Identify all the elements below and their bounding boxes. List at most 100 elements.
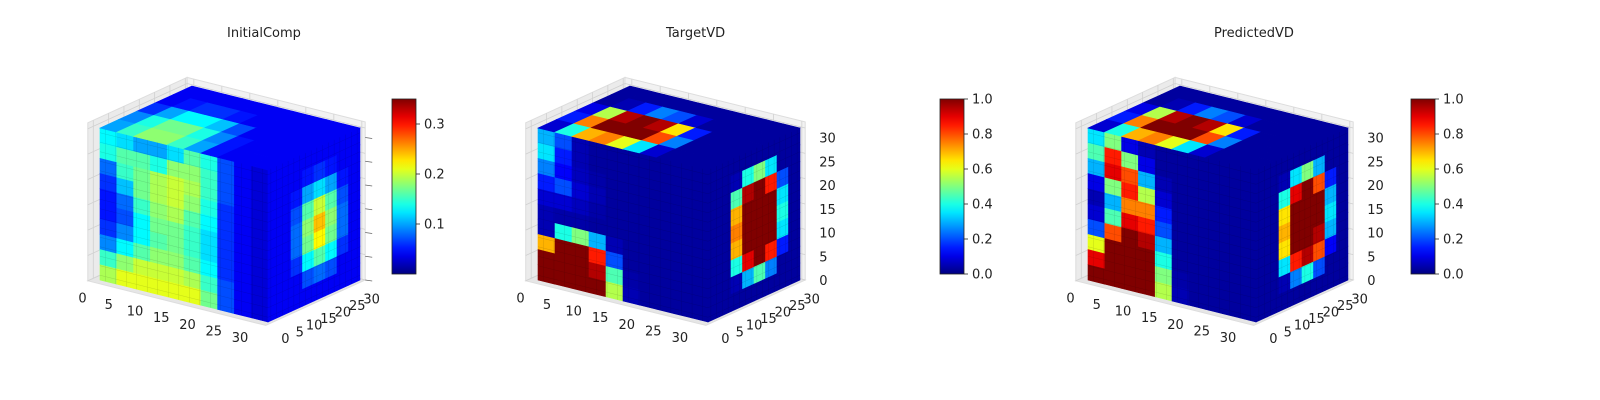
voxel-line [1255,142,1349,185]
voxel-line [707,237,801,280]
chart-panel-initialcomp: InitialComp 0 5 10 15 20 25 30 0 5 10 15 20 25 30 0.1 0… [0,0,540,400]
voxel-line [267,275,361,318]
voxel-line [707,199,801,242]
voxel-line [537,227,709,270]
z-tick-label: 10 [1367,227,1384,242]
colorbar-tick-label: 0.2 [424,168,445,183]
voxel-line [267,189,361,232]
voxel-line [707,265,801,308]
chart-title: TargetVD [666,26,726,41]
x-tick-label: 30 [1220,331,1237,346]
voxel-line [99,189,269,232]
chart-plot-predictedvd: 0 5 10 15 20 25 30 0 5 10152025300510152025300.00… [1066,76,1464,347]
voxel-line [1255,161,1349,204]
y-tick-label: 0 [1269,332,1277,347]
voxel-line [267,132,361,175]
x-tick-label: 15 [592,311,609,326]
voxel-line [707,180,801,223]
voxel-line [267,227,361,270]
voxel-line [1087,142,1257,185]
y-tick-label: 15 [760,312,777,327]
y-tick-label: 25 [789,299,806,314]
z-tick-label: 30 [1367,132,1384,147]
voxel-line [99,161,269,204]
y-tick-label: 10 [306,319,323,334]
voxel-line [99,227,269,270]
colorbar-tick-label: 0.8 [1443,128,1464,143]
y-tick-label: 30 [363,292,380,307]
z-tick [365,137,373,139]
voxel-line [1255,246,1349,289]
voxel-line [267,256,361,299]
y-tick-label: 30 [1351,292,1368,307]
voxel-line [1087,265,1257,308]
top-face-cell [250,157,288,171]
x-tick-label: 25 [645,324,662,339]
x-tick-label: 0 [516,292,524,307]
x-tick-label: 5 [543,298,551,313]
colorbar-tick-label: 0.8 [972,128,993,143]
voxel-line [99,265,269,308]
x-tick-label: 5 [1093,298,1101,313]
colorbar-tick-label: 0.6 [972,163,993,178]
voxel-line [707,151,801,194]
voxel-line [1255,227,1349,270]
z-tick-label: 20 [819,179,836,194]
x-tick-label: 10 [127,305,144,320]
voxel-line [267,218,361,261]
voxel-line [99,275,269,318]
voxel-line [537,199,709,242]
top-face-cell [1238,157,1276,171]
voxel-line [99,256,269,299]
voxel-line [537,256,709,299]
y-tick-label: 20 [775,306,792,321]
right-face-cell [348,262,361,286]
y-tick-label: 30 [803,292,820,307]
y-tick-label: 15 [1308,312,1325,327]
z-tick-label: 5 [1367,250,1375,265]
voxel-line [707,208,801,251]
voxel-line [707,218,801,261]
voxel-line [1087,218,1257,261]
voxel-line [1087,199,1257,242]
voxel-line [99,142,269,185]
y-tick-label: 20 [335,306,352,321]
voxel-line [537,170,709,213]
voxel-line [1087,237,1257,280]
right-face-cell [788,262,801,286]
voxel-line [537,142,709,185]
voxel-line [1255,208,1349,251]
y-tick-label: 10 [1294,319,1311,334]
voxel-line [267,199,361,242]
x-tick-label: 25 [1193,324,1210,339]
gridline [1175,83,1354,129]
voxel-line [267,180,361,223]
voxel-line [1255,237,1349,280]
colorbar [391,98,417,275]
z-tick-label: 0 [1367,274,1375,289]
voxel-line [1255,256,1349,299]
voxel-grid [1087,129,1349,321]
y-tick-label: 25 [349,299,366,314]
voxel-line [1087,189,1257,232]
x-tick-label: 20 [1167,318,1184,333]
voxel-grid [537,129,801,321]
colorbar-tick-label: 0.3 [424,118,445,133]
z-tick-label: 10 [819,227,836,242]
gridline [87,83,188,130]
voxel-line [537,246,709,289]
voxel-line [1255,265,1349,308]
voxel-line [1255,189,1349,232]
colorbar-tick-label: 1.0 [972,93,993,108]
voxel-line [1087,161,1257,204]
colorbar-tick-label: 0.2 [1443,233,1464,248]
gridline [187,83,366,129]
voxel-line [99,208,269,251]
z-tick [365,160,373,163]
y-tick-label: 0 [281,332,289,347]
voxel-line [1087,246,1257,289]
z-tick-label: 25 [1367,155,1384,170]
chart-title: PredictedVD [1214,26,1294,41]
voxel-line [537,161,709,204]
x-tick-label: 30 [232,331,249,346]
